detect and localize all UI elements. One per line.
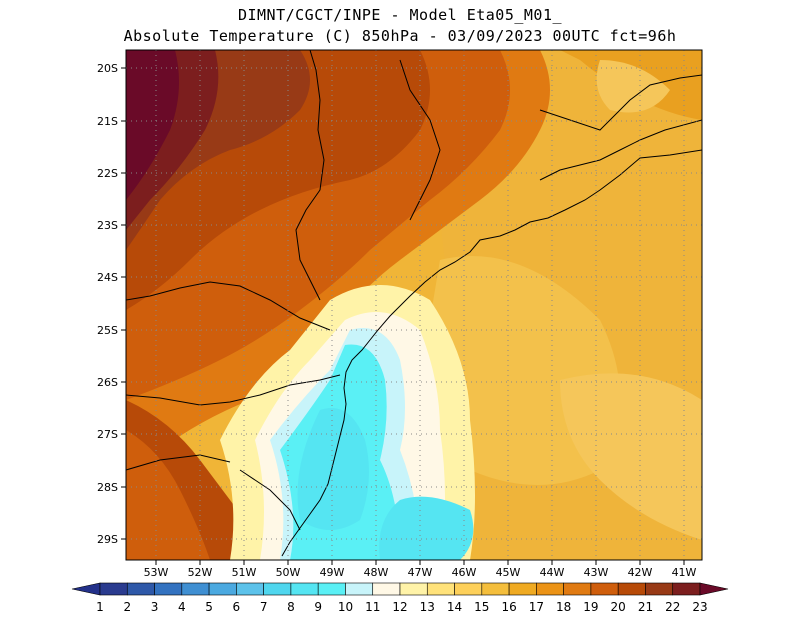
colorbar-label: 8 [287,600,295,614]
map-frame [125,49,703,561]
colorbar-segment [154,582,183,596]
lat-label: 24S [97,271,118,284]
longitude-labels: 53W 52W 51W 50W 49W 48W 47W 46W 45W 44W … [144,566,697,579]
colorbar-segment [617,582,646,596]
lon-label: 47W [408,566,433,579]
colorbar-label: 11 [365,600,380,614]
lon-label: 48W [364,566,389,579]
colorbar-segment [290,582,319,596]
colorbar-segment [236,582,264,596]
colorbar-label: 14 [447,600,462,614]
colorbar-label: 18 [556,600,571,614]
colorbar-label: 4 [178,600,186,614]
lat-label: 27S [97,428,118,441]
graticule [126,50,702,560]
colorbar-label: 23 [692,600,707,614]
colorbar-segment [481,582,510,596]
lat-label: 29S [97,533,118,546]
colorbar-segment [345,582,374,596]
colorbar-label: 10 [338,600,353,614]
lat-label: 22S [97,167,118,180]
lat-label: 26S [97,376,118,389]
colorbar-segment [536,582,564,596]
colorbar-label: 16 [501,600,516,614]
colorbar-arrow-low [71,582,101,596]
lon-label: 52W [188,566,213,579]
colorbar-segment [645,582,674,596]
chart-title-line1: DIMNT/CGCT/INPE - Model Eta05_M01_ [237,6,563,24]
lat-label: 21S [97,115,118,128]
colorbar-segment [508,582,537,596]
lon-label: 50W [276,566,301,579]
lon-label: 53W [144,566,169,579]
lon-label: 45W [496,566,521,579]
lon-label: 51W [232,566,257,579]
colorbar-label: 13 [420,600,435,614]
lat-label: 28S [97,481,118,494]
colorbar-label: 19 [583,600,598,614]
colorbar-segment [399,582,428,596]
colorbar-segment [126,582,155,596]
colorbar-segment [454,582,483,596]
colorbar-segment [317,582,346,596]
colorbar-label: 17 [529,600,544,614]
colorbar-label: 12 [392,600,407,614]
axis-ticks [121,67,685,565]
coastline-and-borders [126,50,702,557]
temperature-field [126,50,702,560]
colorbar-segment [372,582,401,596]
colorbar-label: 1 [96,600,104,614]
colorbar-segment [672,582,701,596]
lon-label: 43W [584,566,609,579]
lon-label: 41W [672,566,697,579]
lon-label: 49W [320,566,345,579]
colorbar-label: 2 [123,600,131,614]
colorbar-segment [563,582,592,596]
lon-label: 44W [540,566,565,579]
colorbar-label: 7 [260,600,268,614]
colorbar-label: 6 [233,600,241,614]
lat-label: 25S [97,324,118,337]
chart-title-line2: Absolute Temperature (C) 850hPa - 03/09/… [123,27,677,45]
colorbar: 1 2 3 4 5 6 7 8 9 10 11 12 13 14 15 16 17 18 19 20 21 22 23 [71,582,729,614]
colorbar-label: 5 [205,600,213,614]
colorbar-segment [590,582,619,596]
colorbar-label: 21 [638,600,653,614]
colorbar-arrow-high [699,582,729,596]
latitude-labels: 20S 21S 22S 23S 24S 25S 26S 27S 28S 29S [97,62,118,546]
colorbar-label: 15 [474,600,489,614]
lon-label: 42W [628,566,653,579]
colorbar-label: 9 [314,600,322,614]
colorbar-segment [181,582,210,596]
colorbar-segment [263,582,292,596]
colorbar-label: 22 [665,600,680,614]
colorbar-segment [208,582,237,596]
colorbar-segment [426,582,455,596]
lat-label: 23S [97,219,118,232]
lon-label: 46W [452,566,477,579]
colorbar-label: 3 [151,600,159,614]
colorbar-label: 20 [611,600,626,614]
colorbar-segment [99,582,128,596]
lat-label: 20S [97,62,118,75]
